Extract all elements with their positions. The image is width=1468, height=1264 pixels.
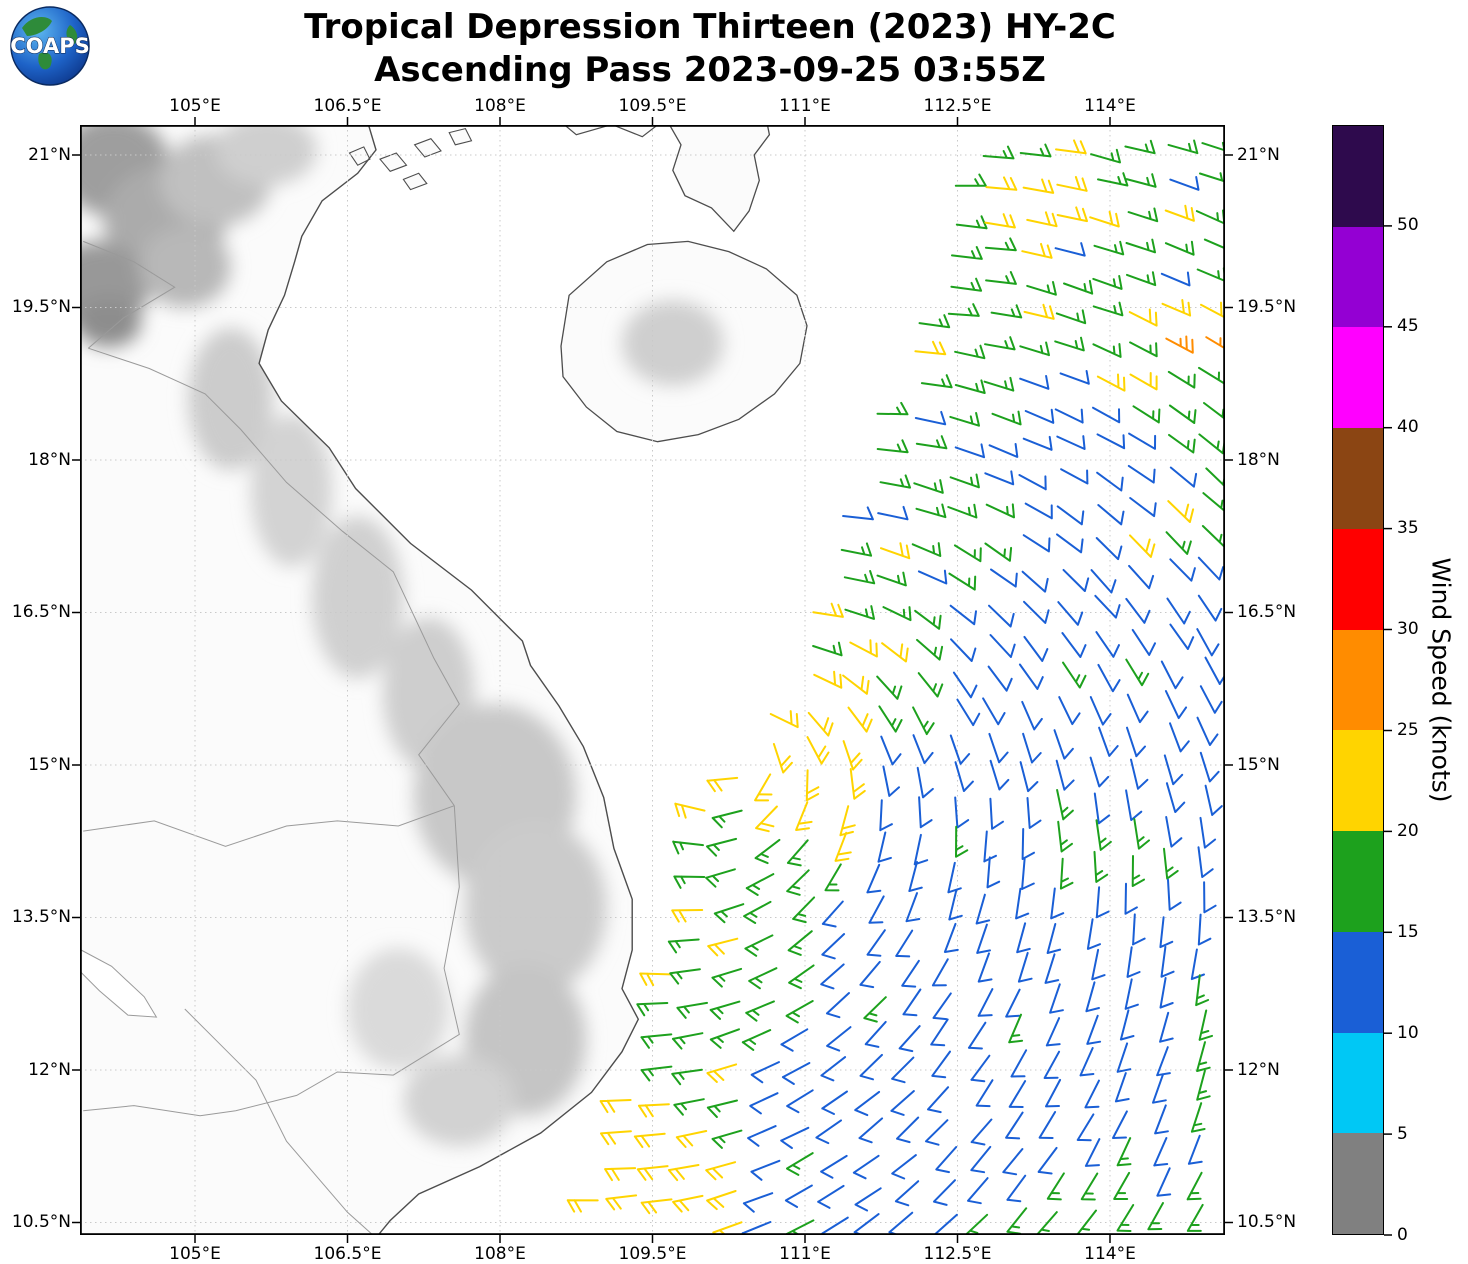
coaps-logo-text: COAPS — [10, 34, 89, 58]
lat-tick-label-right: 12°N — [1237, 1059, 1280, 1080]
lat-tick-label-right: 18°N — [1237, 449, 1280, 470]
colorbar-segment-30-35kt — [1333, 528, 1383, 630]
colorbar-tick-label: 30 — [1397, 619, 1419, 640]
small-island — [413, 138, 442, 158]
colorbar-segment-40-45kt — [1333, 327, 1383, 429]
colorbar-segment-0-5kt — [1333, 1133, 1383, 1235]
colorbar-segment-35-40kt — [1333, 428, 1383, 529]
lat-tick-label-left: 21°N — [28, 144, 71, 165]
colorbar-tick-label: 10 — [1397, 1022, 1419, 1043]
lat-tick-label-left: 10.5°N — [11, 1212, 71, 1232]
colorbar-segment-15-20kt — [1333, 831, 1383, 932]
country-border — [83, 805, 460, 1117]
graticule-gridlines — [80, 125, 1225, 1235]
colorbar-tick-label: 25 — [1397, 719, 1419, 740]
country-border — [88, 347, 460, 806]
colorbar — [1332, 125, 1384, 1235]
lon-tick-label-top: 109.5°E — [618, 96, 687, 116]
title-line-1: Tropical Depression Thirteen (2023) HY-2… — [304, 7, 1116, 47]
colorbar-tick-label: 45 — [1397, 316, 1419, 337]
lat-tick-label-right: 16.5°N — [1237, 602, 1297, 622]
colorbar-segment-25-30kt — [1333, 629, 1383, 731]
map-canvas — [80, 125, 1225, 1235]
lat-tick-label-right: 13.5°N — [1237, 907, 1297, 927]
lon-tick-label-bottom: 108°E — [474, 1244, 526, 1264]
figure-title: Tropical Depression Thirteen (2023) HY-2… — [0, 6, 1420, 92]
colorbar-segment-20-25kt — [1333, 730, 1383, 832]
colorbar-tick-label: 35 — [1397, 518, 1419, 539]
colorbar-tick-label: 20 — [1397, 820, 1419, 841]
colorbar-segment-10-15kt — [1333, 931, 1383, 1033]
lat-tick-label-left: 18°N — [28, 449, 71, 470]
coaps-globe-icon: COAPS — [10, 6, 90, 86]
lat-tick-label-left: 13.5°N — [11, 907, 71, 927]
terrain-shading — [80, 125, 724, 1147]
lon-tick-label-top: 112.5°E — [923, 96, 992, 116]
leizhou-peninsula — [668, 125, 771, 233]
colorbar-segment-45-50kt — [1333, 226, 1383, 328]
china-coast — [563, 125, 659, 138]
colorbar-tick-label: 0 — [1397, 1224, 1408, 1245]
lon-tick-label-top: 105°E — [169, 96, 221, 116]
lon-tick-label-top: 111°E — [779, 96, 831, 116]
lon-tick-label-bottom: 109.5°E — [618, 1244, 687, 1264]
lon-tick-label-bottom: 111°E — [779, 1244, 831, 1264]
country-border — [83, 240, 176, 349]
coaps-logo: COAPS — [8, 4, 92, 88]
country-border — [83, 805, 455, 847]
lon-tick-label-bottom: 105°E — [169, 1244, 221, 1264]
colorbar-tick-label: 40 — [1397, 417, 1419, 438]
lat-tick-label-right: 19.5°N — [1237, 297, 1297, 317]
colorbar-segment-5-10kt — [1333, 1032, 1383, 1134]
lon-tick-label-bottom: 114°E — [1084, 1244, 1136, 1264]
small-island — [348, 146, 371, 166]
colorbar-tick-label: 5 — [1397, 1123, 1408, 1144]
lat-tick-label-right: 15°N — [1237, 754, 1280, 775]
country-border — [184, 1008, 374, 1235]
tonle-sap-lake — [80, 949, 158, 1018]
lat-tick-label-left: 15°N — [28, 754, 71, 775]
colorbar-tick-label: 15 — [1397, 921, 1419, 942]
small-island — [402, 172, 428, 191]
lat-tick-label-left: 12°N — [28, 1059, 71, 1080]
lon-tick-label-bottom: 106.5°E — [313, 1244, 382, 1264]
colorbar-tick-label: 50 — [1397, 215, 1419, 236]
lon-tick-label-bottom: 112.5°E — [923, 1244, 992, 1264]
lat-tick-label-left: 16.5°N — [11, 602, 71, 622]
small-island — [448, 127, 473, 146]
lat-tick-label-right: 10.5°N — [1237, 1212, 1297, 1232]
vietnam-coastline — [258, 125, 640, 1235]
wind-barb-layer — [566, 139, 1225, 1235]
title-line-2: Ascending Pass 2023-09-25 03:55Z — [374, 50, 1046, 90]
lon-tick-label-top: 106.5°E — [313, 96, 382, 116]
colorbar-segment-50-55kt — [1333, 126, 1383, 227]
colorbar-axis-label: Wind Speed (knots) — [1426, 557, 1456, 803]
map-frame — [80, 125, 1225, 1235]
lon-tick-label-top: 114°E — [1084, 96, 1136, 116]
tick-marks — [72, 117, 1392, 1243]
lat-tick-label-right: 21°N — [1237, 144, 1280, 165]
lat-tick-label-left: 19.5°N — [11, 297, 71, 317]
lon-tick-label-top: 108°E — [474, 96, 526, 116]
